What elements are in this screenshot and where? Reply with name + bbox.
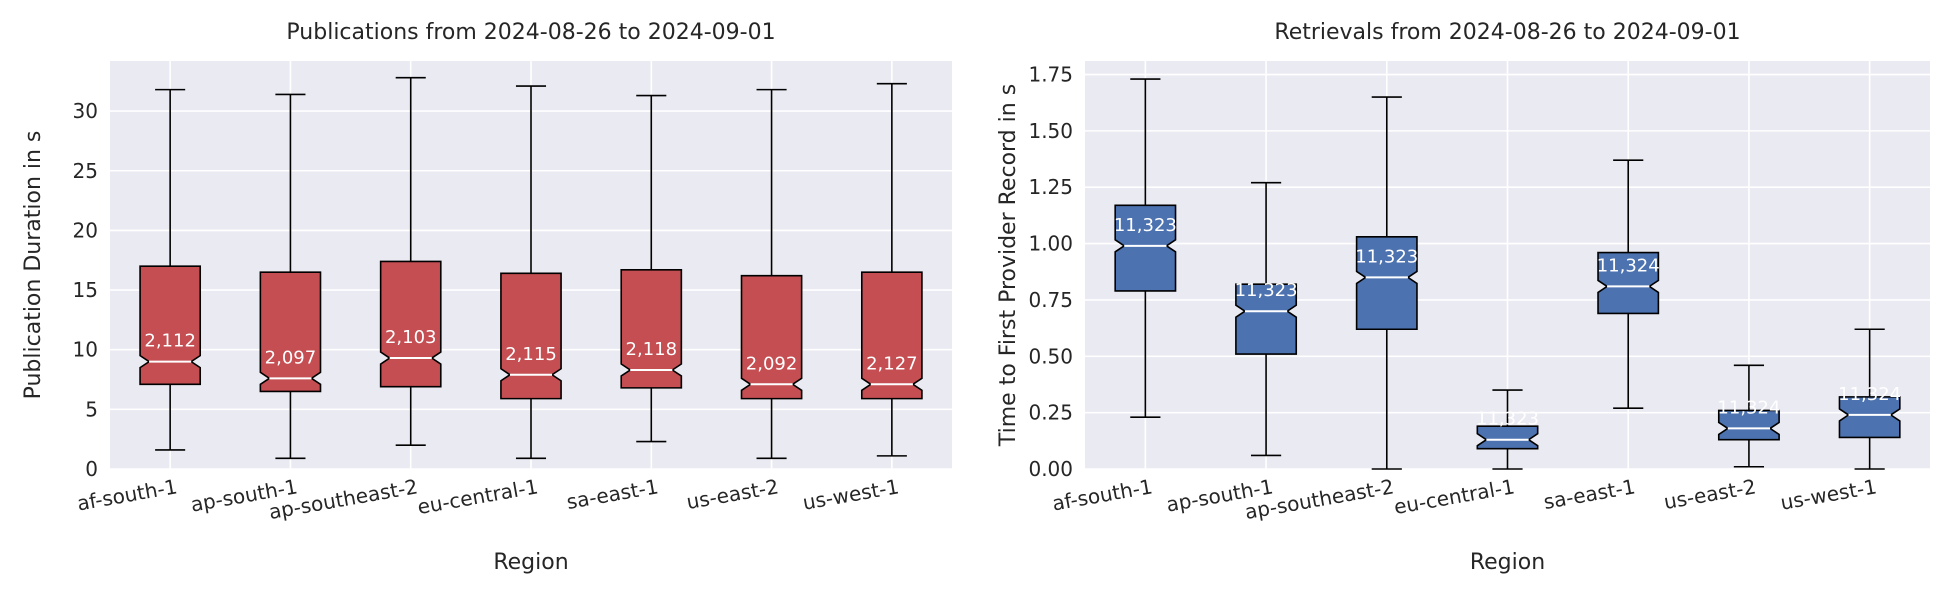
box-eu-central-1: 2,115	[500, 85, 562, 460]
count-label: 2,118	[626, 339, 678, 360]
box-body	[860, 271, 923, 400]
count-label: 11,324	[1838, 384, 1901, 405]
x-tick-label: us-east-2	[1662, 474, 1758, 514]
box-sa-east-1: 11,324	[1597, 159, 1660, 409]
count-label: 11,323	[1355, 246, 1418, 267]
box-us-west-1: 11,324	[1838, 328, 1901, 470]
y-tick-label: 10	[73, 338, 98, 362]
chart-title: Publications from 2024-08-26 to 2024-09-…	[286, 20, 775, 45]
y-tick-label: 0.50	[1028, 344, 1073, 368]
x-tick-label: eu-central-1	[416, 474, 540, 519]
box-ap-southeast-2: 11,323	[1355, 96, 1418, 470]
count-label: 11,324	[1717, 397, 1780, 418]
x-axis-label: Region	[493, 550, 568, 575]
count-label: 2,112	[144, 331, 196, 352]
y-tick-label: 15	[73, 278, 98, 302]
box-af-south-1: 11,323	[1114, 78, 1177, 418]
count-label: 2,127	[866, 353, 918, 374]
box-body	[740, 274, 803, 400]
x-tick-label: us-east-2	[685, 474, 781, 514]
y-tick-label: 20	[73, 218, 98, 242]
count-label: 2,097	[265, 347, 317, 368]
retrievals-panel: 0.00 0.25 0.50 0.75 1.00 1.25 1.50 1.75 11,323 11…	[996, 20, 1930, 575]
x-tick-label: us-west-1	[801, 474, 901, 515]
box-us-west-1: 2,127	[860, 82, 923, 457]
y-tick-label: 0.25	[1028, 401, 1073, 425]
y-tick-label: 25	[73, 159, 98, 183]
y-tick-label: 1.25	[1028, 175, 1073, 199]
y-tick-label: 1.00	[1028, 232, 1073, 256]
x-axis-label: Region	[1470, 550, 1545, 575]
y-tick-label: 1.50	[1028, 119, 1073, 143]
x-tick-label: eu-central-1	[1392, 474, 1516, 519]
box-ap-southeast-2: 2,103	[379, 76, 442, 446]
box-eu-central-1: 11,323	[1476, 389, 1539, 470]
box-ap-south-1: 11,323	[1235, 181, 1298, 457]
count-label: 2,103	[385, 327, 437, 348]
box-body	[1717, 409, 1780, 441]
y-tick-label: 0.00	[1028, 457, 1073, 481]
x-tick-label: sa-east-1	[1542, 474, 1637, 514]
count-label: 2,092	[746, 353, 798, 374]
x-tick-label: us-west-1	[1779, 474, 1879, 515]
publications-panel: 0 5 10 15 20 25 30 2,112 2,097 2,103 2,115 2,118 2,0…	[21, 20, 952, 575]
box-body	[139, 265, 202, 386]
y-tick-label: 0	[85, 457, 98, 481]
y-tick-label: 30	[73, 99, 98, 123]
count-label: 11,323	[1235, 280, 1298, 301]
box-body	[620, 268, 683, 389]
box-body	[1476, 425, 1539, 450]
y-tick-label: 0.75	[1028, 288, 1073, 312]
chart-title: Retrievals from 2024-08-26 to 2024-09-01	[1274, 20, 1740, 45]
y-axis-label: Time to First Provider Record in s	[996, 84, 1021, 447]
count-label: 11,323	[1476, 409, 1539, 430]
y-tick-label: 5	[85, 397, 98, 421]
box-body	[379, 260, 442, 388]
box-body	[1114, 204, 1177, 292]
box-ap-south-1: 2,097	[259, 93, 322, 460]
box-af-south-1: 2,112	[139, 88, 202, 451]
y-axis-label: Publication Duration in s	[21, 131, 46, 400]
box-body	[1597, 251, 1660, 315]
box-body	[1838, 396, 1901, 439]
box-us-east-2: 11,324	[1717, 364, 1780, 468]
box-body	[1235, 283, 1298, 355]
box-body	[500, 272, 562, 400]
count-label: 11,324	[1597, 255, 1660, 276]
box-sa-east-1: 2,118	[620, 94, 683, 443]
x-tick-label: sa-east-1	[565, 474, 660, 514]
count-label: 2,115	[505, 344, 557, 365]
count-label: 11,323	[1114, 215, 1177, 236]
y-tick-label: 1.75	[1028, 63, 1073, 87]
box-body	[1355, 236, 1418, 331]
box-us-east-2: 2,092	[740, 88, 803, 460]
box-body	[259, 271, 322, 393]
